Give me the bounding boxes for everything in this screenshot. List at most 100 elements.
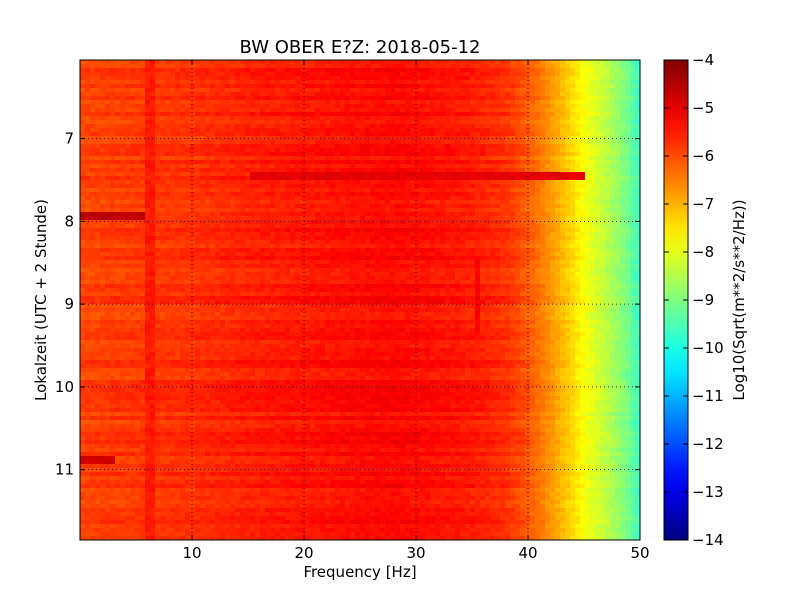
spectrogram-cell	[555, 132, 561, 137]
spectrogram-cell	[410, 192, 416, 197]
spectrogram-cell	[420, 224, 426, 229]
spectrogram-cell	[590, 192, 596, 197]
spectrogram-cell	[265, 208, 271, 213]
spectrogram-cell	[80, 216, 86, 221]
spectrogram-cell	[170, 104, 176, 109]
spectrogram-cell	[190, 116, 196, 121]
spectrogram-cell	[310, 80, 316, 85]
spectrogram-cell	[340, 204, 346, 209]
spectrogram-cell	[600, 216, 606, 221]
spectrogram-cell	[100, 148, 106, 153]
spectrogram-cell	[300, 188, 306, 193]
spectrogram-cell	[130, 84, 136, 89]
spectrogram-cell	[315, 220, 321, 225]
spectrogram-cell	[305, 144, 311, 149]
spectrogram-cell	[625, 128, 631, 133]
spectrogram-cell	[585, 232, 591, 237]
spectrogram-cell	[595, 184, 601, 189]
spectrogram-cell	[345, 216, 351, 221]
spectrogram-cell	[410, 176, 416, 181]
spectrogram-cell	[240, 208, 246, 213]
spectrogram-cell	[310, 140, 316, 145]
spectrogram-cell	[460, 172, 466, 177]
spectrogram-cell	[350, 220, 356, 225]
spectrogram-cell	[600, 208, 606, 213]
spectrogram-cell	[545, 192, 551, 197]
spectrogram-cell	[255, 136, 261, 141]
spectrogram-cell	[80, 196, 86, 201]
spectrogram-cell	[170, 172, 176, 177]
spectrogram-cell	[625, 116, 631, 121]
spectrogram-cell	[535, 80, 541, 85]
spectrogram-cell	[595, 108, 601, 113]
spectrogram-cell	[485, 136, 491, 141]
spectrogram-cell	[505, 92, 511, 97]
spectrogram-cell	[475, 120, 481, 125]
spectrogram-cell	[295, 156, 301, 161]
spectrogram-cell	[615, 120, 621, 125]
spectrogram-cell	[230, 188, 236, 193]
spectrogram-cell	[160, 100, 166, 105]
spectrogram-cell	[575, 148, 581, 153]
spectrogram-cell	[505, 188, 511, 193]
spectrogram-cell	[485, 120, 491, 125]
spectrogram-cell	[150, 80, 156, 85]
spectrogram-cell	[285, 76, 291, 81]
spectrogram-cell	[310, 88, 316, 93]
spectrogram-cell	[540, 212, 546, 217]
spectrogram-cell	[115, 64, 121, 69]
spectrogram-cell	[345, 212, 351, 217]
spectrogram-cell	[550, 172, 556, 177]
spectrogram-cell	[475, 148, 481, 153]
spectrogram-cell	[395, 152, 401, 157]
spectrogram-cell	[415, 88, 421, 93]
spectrogram-cell	[540, 176, 546, 181]
spectrogram-cell	[350, 60, 356, 65]
spectrogram-cell	[410, 200, 416, 205]
spectrogram-cell	[400, 68, 406, 73]
spectrogram-cell	[370, 96, 376, 101]
spectrogram-cell	[565, 64, 571, 69]
spectrogram-cell	[105, 136, 111, 141]
spectrogram-cell	[355, 124, 361, 129]
spectrogram-cell	[280, 196, 286, 201]
spectrogram-cell	[95, 76, 101, 81]
spectrogram-cell	[130, 148, 136, 153]
spectrogram-cell	[625, 68, 631, 73]
spectrogram-cell	[80, 224, 86, 229]
spectrogram-cell	[435, 168, 441, 173]
spectrogram-cell	[335, 88, 341, 93]
spectrogram-cell	[210, 88, 216, 93]
spectrogram-cell	[230, 220, 236, 225]
spectrogram-cell	[255, 236, 261, 241]
spectrogram-cell	[455, 140, 461, 145]
spectrogram-cell	[210, 124, 216, 129]
spectrogram-cell	[295, 108, 301, 113]
spectrogram-cell	[310, 64, 316, 69]
spectrogram-cell	[605, 208, 611, 213]
spectrogram-cell	[295, 200, 301, 205]
spectrogram-cell	[235, 60, 241, 65]
spectrogram-cell	[570, 188, 576, 193]
spectrogram-cell	[145, 208, 151, 213]
spectrogram-cell	[345, 60, 351, 65]
spectrogram-cell	[300, 124, 306, 129]
spectrogram-cell	[365, 192, 371, 197]
spectrogram-cell	[580, 176, 586, 181]
spectrogram-cell	[315, 64, 321, 69]
spectrogram-cell	[200, 112, 206, 117]
spectrogram-cell	[475, 140, 481, 145]
spectrogram-cell	[440, 60, 446, 65]
spectrogram-cell	[275, 76, 281, 81]
spectrogram-cell	[635, 216, 641, 221]
spectrogram-cell	[145, 76, 151, 81]
spectrogram-cell	[170, 68, 176, 73]
spectrogram-cell	[320, 84, 326, 89]
spectrogram-cell	[585, 76, 591, 81]
spectrogram-cell	[120, 100, 126, 105]
spectrogram-cell	[625, 60, 631, 65]
spectrogram-cell	[420, 144, 426, 149]
spectrogram-cell	[580, 112, 586, 117]
spectrogram-cell	[375, 132, 381, 137]
spectrogram-cell	[580, 188, 586, 193]
